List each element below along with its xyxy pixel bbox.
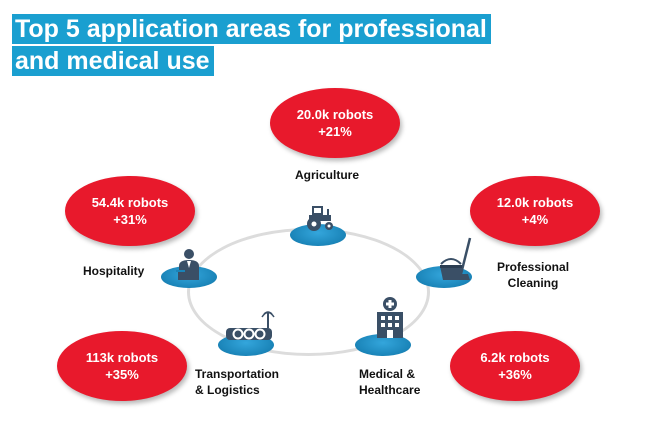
growth-rate: +21% <box>318 124 352 139</box>
robot-count: 12.0k robots <box>496 195 574 210</box>
area-label-agriculture: Agriculture <box>295 168 360 182</box>
robot-count: 54.4k robots <box>91 195 169 210</box>
page-title-line-1: Top 5 application areas for professional <box>12 14 491 44</box>
agv-vehicle-icon <box>226 311 275 340</box>
waiter-icon <box>176 249 199 280</box>
stat-bubble-transportation-logistics: 113k robots +35% <box>57 331 187 401</box>
platform-disc-agriculture <box>290 224 346 246</box>
area-label-transportation-logistics: Transportation & Logistics <box>195 367 280 397</box>
tractor-icon <box>307 206 333 231</box>
stat-bubble-medical-healthcare: 6.2k robots +36% <box>450 331 580 401</box>
platform-disc-medical-healthcare <box>355 334 411 356</box>
growth-rate: +35% <box>105 367 139 382</box>
stat-bubble-hospitality: 54.4k robots +31% <box>65 176 195 246</box>
growth-rate: +36% <box>498 367 532 382</box>
page-title-line-2: and medical use <box>12 46 214 76</box>
stat-bubble-agriculture: 20.0k robots +21% <box>270 88 400 158</box>
robot-count: 20.0k robots <box>296 107 374 122</box>
stat-bubble-professional-cleaning: 12.0k robots +4% <box>470 176 600 246</box>
area-label-professional-cleaning: Professional Cleaning <box>497 260 570 290</box>
robot-count: 113k robots <box>85 350 159 365</box>
cleaning-bucket-icon <box>440 237 472 280</box>
robot-count: 6.2k robots <box>480 350 550 365</box>
growth-rate: +31% <box>113 212 147 227</box>
area-label-medical-healthcare: Medical & Healthcare <box>359 367 421 397</box>
area-label-hospitality: Hospitality <box>83 264 145 278</box>
hospital-icon <box>377 297 403 338</box>
growth-rate: +4% <box>521 212 549 227</box>
